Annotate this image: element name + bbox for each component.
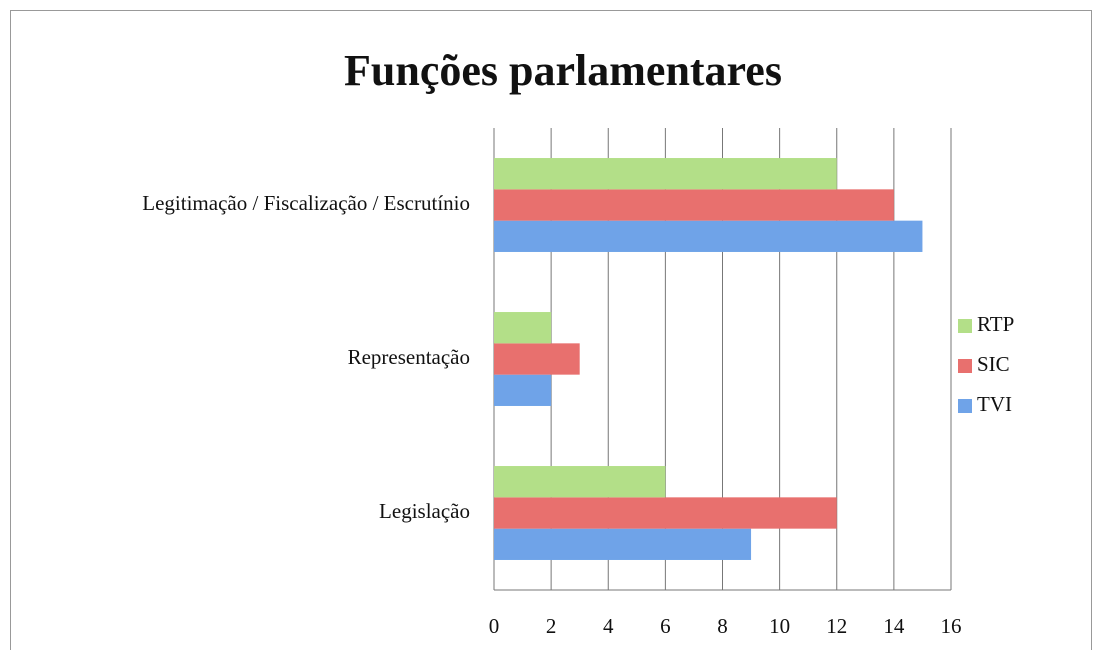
x-tick-label: 16	[941, 614, 962, 638]
bar	[494, 528, 752, 560]
legend-label: TVI	[977, 392, 1012, 416]
bar	[494, 374, 552, 406]
x-tick-label: 6	[660, 614, 671, 638]
x-tick-label: 10	[769, 614, 790, 638]
bar	[494, 220, 923, 252]
bar	[494, 343, 580, 375]
x-tick-label: 2	[546, 614, 557, 638]
legend-label: RTP	[977, 312, 1014, 336]
legend-swatch	[958, 359, 972, 373]
bar	[494, 497, 837, 529]
bar	[494, 189, 894, 221]
bar	[494, 158, 837, 190]
bar	[494, 312, 552, 344]
bar	[494, 466, 666, 498]
legend-swatch	[958, 399, 972, 413]
y-tick-label: Legitimação / Fiscalização / Escrutínio	[142, 191, 470, 215]
x-tick-label: 0	[489, 614, 500, 638]
legend-swatch	[958, 319, 972, 333]
x-tick-label: 4	[603, 614, 614, 638]
y-tick-label: Representação	[348, 345, 470, 369]
x-tick-label: 8	[717, 614, 728, 638]
x-tick-label: 14	[883, 614, 905, 638]
y-tick-label: Legislação	[379, 499, 470, 523]
chart-title: Funções parlamentares	[344, 46, 782, 95]
legend-label: SIC	[977, 352, 1010, 376]
x-tick-label: 12	[826, 614, 847, 638]
